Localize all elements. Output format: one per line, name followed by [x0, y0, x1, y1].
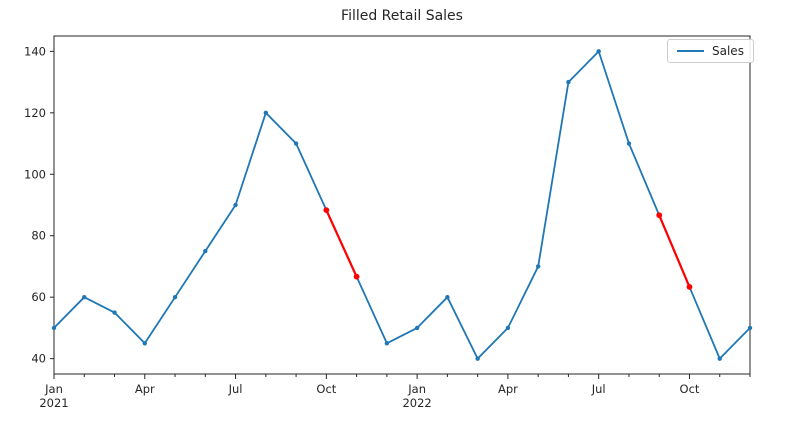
x-axis-tick-label: Jan — [44, 382, 63, 396]
filled-point-marker — [656, 212, 663, 219]
data-point-marker — [172, 294, 178, 300]
data-point-marker — [414, 325, 420, 331]
legend-line-sales-icon — [677, 49, 704, 53]
data-point-marker — [384, 341, 390, 346]
x-axis-tick-label: Jul — [228, 382, 243, 396]
data-point-marker — [51, 325, 57, 331]
x-axis-tick-label: Jan — [407, 382, 426, 396]
plot-border — [53, 35, 751, 375]
y-axis-tick-label: 120 — [24, 106, 46, 120]
y-axis-tick-label: 60 — [31, 290, 46, 304]
x-axis-tick-label: Apr — [135, 382, 155, 396]
chart-title: Filled Retail Sales — [341, 8, 463, 24]
data-point-marker — [293, 141, 299, 146]
x-axis-tick-label: Oct — [316, 382, 336, 396]
data-point-marker — [505, 325, 511, 331]
data-point-marker — [566, 79, 571, 85]
data-point-marker — [747, 325, 753, 331]
legend[interactable]: Sales — [667, 39, 754, 63]
x-axis-year-label: 2021 — [39, 396, 68, 410]
y-axis-tick-label: 80 — [31, 229, 46, 243]
legend-label-sales: Sales — [712, 44, 744, 58]
y-axis-tick-label: 140 — [24, 44, 46, 58]
y-axis-tick-label: 40 — [31, 352, 46, 366]
filled-point-marker — [353, 273, 360, 280]
x-axis-year-label: 2022 — [402, 396, 431, 410]
filled-point-marker — [686, 284, 693, 290]
filled-segment — [658, 214, 691, 289]
x-axis-tick-label: Apr — [498, 382, 518, 396]
data-point-marker — [717, 356, 722, 361]
data-point-marker — [233, 202, 238, 208]
data-point-marker — [475, 356, 480, 361]
x-axis-tick-label: Jul — [591, 382, 606, 396]
filled-segment — [325, 209, 358, 278]
data-point-marker — [142, 341, 147, 346]
data-point-marker — [626, 141, 632, 146]
data-point-marker — [82, 294, 87, 300]
data-point-marker — [596, 49, 601, 54]
y-axis-tick-label: 100 — [24, 167, 46, 181]
series-line-sales — [53, 50, 751, 360]
data-point-marker — [203, 248, 208, 254]
data-point-marker — [263, 110, 269, 116]
data-point-marker — [445, 294, 450, 300]
x-axis-tick-label: Oct — [680, 382, 700, 396]
data-point-marker — [112, 310, 117, 315]
data-point-marker — [535, 264, 541, 269]
filled-point-marker — [323, 207, 330, 214]
